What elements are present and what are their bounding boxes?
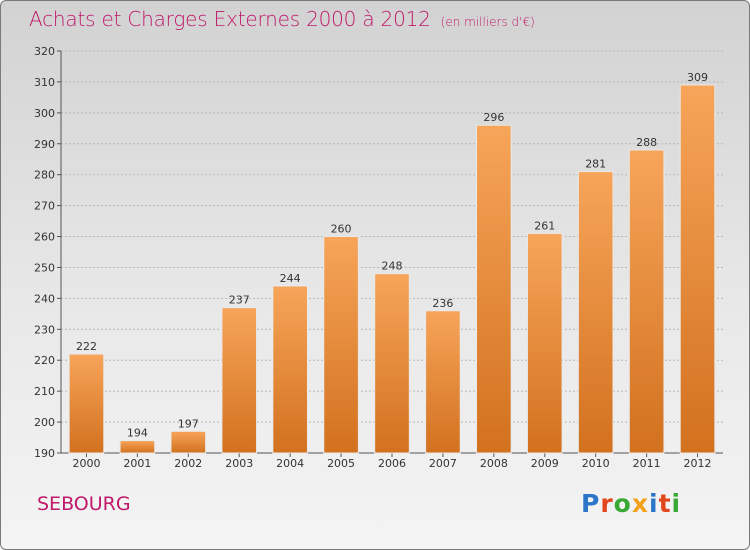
logo-letter: i: [649, 489, 659, 518]
bar-2003: [221, 307, 258, 454]
value-label-2010: 281: [585, 158, 606, 171]
value-label-2012: 309: [687, 71, 708, 84]
y-tick-label: 300: [34, 107, 55, 120]
value-label-2009: 261: [534, 219, 555, 232]
axis-layer: 190 200 210 220 230 240 250 260 270 280 290 300 310 3…: [34, 45, 723, 460]
bar-2006: [374, 273, 410, 454]
x-tick-label-2006: 2006: [378, 457, 406, 470]
value-label-2002: 197: [178, 417, 199, 430]
logo-letter: o: [613, 489, 632, 518]
value-label-2007: 236: [432, 297, 453, 310]
logo-letter: x: [631, 489, 649, 518]
y-tick-label: 320: [34, 45, 55, 58]
bar-layer: [68, 84, 716, 454]
x-tick-label-2000: 2000: [72, 457, 100, 470]
x-tick-label-2011: 2011: [633, 457, 661, 470]
y-tick-label: 270: [34, 200, 55, 213]
bar-2005: [323, 236, 359, 454]
value-label-2006: 248: [382, 260, 403, 273]
bar-2007: [425, 310, 461, 454]
bar-2011: [628, 149, 665, 454]
value-label-2011: 288: [636, 136, 657, 149]
y-tick-label: 260: [34, 231, 55, 244]
value-label-2003: 237: [229, 294, 250, 307]
commune-name: SEBOURG: [37, 493, 131, 515]
chart-title-text: Achats et Charges Externes 2000 à 2012: [29, 7, 431, 31]
bar-2008: [476, 124, 512, 454]
bar-2002: [170, 430, 207, 454]
proxiti-logo[interactable]: Proxiti: [581, 489, 681, 518]
y-tick-label: 190: [34, 447, 55, 460]
x-tick-label-2008: 2008: [480, 457, 508, 470]
x-tick-label-2012: 2012: [684, 457, 712, 470]
x-tick-label-2004: 2004: [276, 457, 304, 470]
y-tick-label: 240: [34, 292, 55, 305]
y-tick-label: 310: [34, 76, 55, 89]
x-tick-label-2009: 2009: [531, 457, 559, 470]
x-tick-label-2007: 2007: [429, 457, 457, 470]
y-tick-label: 280: [34, 169, 55, 182]
logo-letter: i: [671, 489, 682, 518]
value-label-2008: 296: [483, 111, 504, 124]
x-tick-label-2010: 2010: [582, 457, 610, 470]
x-tick-label-2001: 2001: [123, 457, 151, 470]
bar-2010: [577, 171, 614, 454]
x-tick-label-2005: 2005: [327, 457, 355, 470]
bar-2000: [68, 353, 105, 454]
logo-letter: P: [581, 489, 601, 518]
bar-2004: [272, 285, 308, 454]
chart-title: Achats et Charges Externes 2000 à 2012 (e…: [29, 7, 535, 31]
y-tick-label: 210: [34, 385, 55, 398]
y-tick-label: 220: [34, 354, 55, 367]
y-tick-label: 230: [34, 323, 55, 336]
value-label-2001: 194: [127, 427, 148, 440]
bar-2012: [679, 84, 716, 454]
value-label-2000: 222: [76, 340, 97, 353]
chart-subtitle: (en milliers d'€): [440, 15, 535, 29]
x-tick-label-2003: 2003: [225, 457, 253, 470]
value-label-2005: 260: [331, 223, 352, 236]
bar-2001: [119, 440, 156, 454]
y-tick-label: 290: [34, 138, 55, 151]
value-label-2004: 244: [280, 272, 301, 285]
x-tick-label-2002: 2002: [174, 457, 202, 470]
y-tick-label: 250: [34, 261, 55, 274]
bar-2009: [526, 232, 563, 454]
logo-letter: r: [600, 489, 614, 518]
logo-letter: t: [658, 489, 672, 518]
label-layer: 222 2000 194 2001 197 2002 237 2003 244 2004 260 20…: [72, 71, 711, 470]
y-tick-label: 200: [34, 416, 55, 429]
